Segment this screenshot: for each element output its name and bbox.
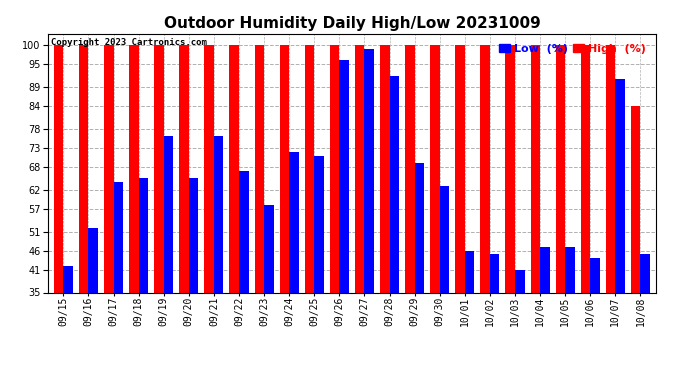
Bar — [289, 152, 299, 292]
Bar — [164, 136, 173, 292]
Bar — [390, 76, 399, 292]
Bar — [230, 45, 239, 292]
Bar — [640, 255, 650, 292]
Bar — [480, 45, 490, 292]
Bar — [355, 45, 364, 292]
Bar — [606, 45, 615, 292]
Bar — [54, 45, 63, 292]
Bar — [88, 228, 98, 292]
Bar — [264, 205, 274, 292]
Bar — [305, 45, 314, 292]
Bar — [531, 45, 540, 292]
Bar — [104, 45, 114, 292]
Bar — [129, 45, 139, 292]
Bar — [515, 270, 524, 292]
Bar — [440, 186, 449, 292]
Bar — [154, 45, 164, 292]
Text: Copyright 2023 Cartronics.com: Copyright 2023 Cartronics.com — [51, 38, 207, 46]
Legend: Low  (%), High  (%): Low (%), High (%) — [495, 39, 650, 58]
Bar — [314, 156, 324, 292]
Bar — [631, 106, 640, 292]
Bar — [590, 258, 600, 292]
Bar — [279, 45, 289, 292]
Bar — [79, 45, 88, 292]
Bar — [565, 247, 575, 292]
Bar — [139, 178, 148, 292]
Bar — [204, 45, 214, 292]
Bar — [239, 171, 248, 292]
Bar — [114, 182, 123, 292]
Bar — [430, 45, 440, 292]
Bar — [555, 45, 565, 292]
Bar — [255, 45, 264, 292]
Bar — [189, 178, 198, 292]
Title: Outdoor Humidity Daily High/Low 20231009: Outdoor Humidity Daily High/Low 20231009 — [164, 16, 540, 31]
Bar — [455, 45, 465, 292]
Bar — [330, 45, 339, 292]
Bar — [540, 247, 550, 292]
Bar — [214, 136, 224, 292]
Bar — [415, 163, 424, 292]
Bar — [490, 255, 500, 292]
Bar — [364, 49, 374, 292]
Bar — [179, 45, 189, 292]
Bar — [63, 266, 73, 292]
Bar — [581, 45, 590, 292]
Bar — [339, 60, 349, 292]
Bar — [506, 45, 515, 292]
Bar — [615, 80, 625, 292]
Bar — [465, 251, 474, 292]
Bar — [405, 45, 415, 292]
Bar — [380, 45, 390, 292]
